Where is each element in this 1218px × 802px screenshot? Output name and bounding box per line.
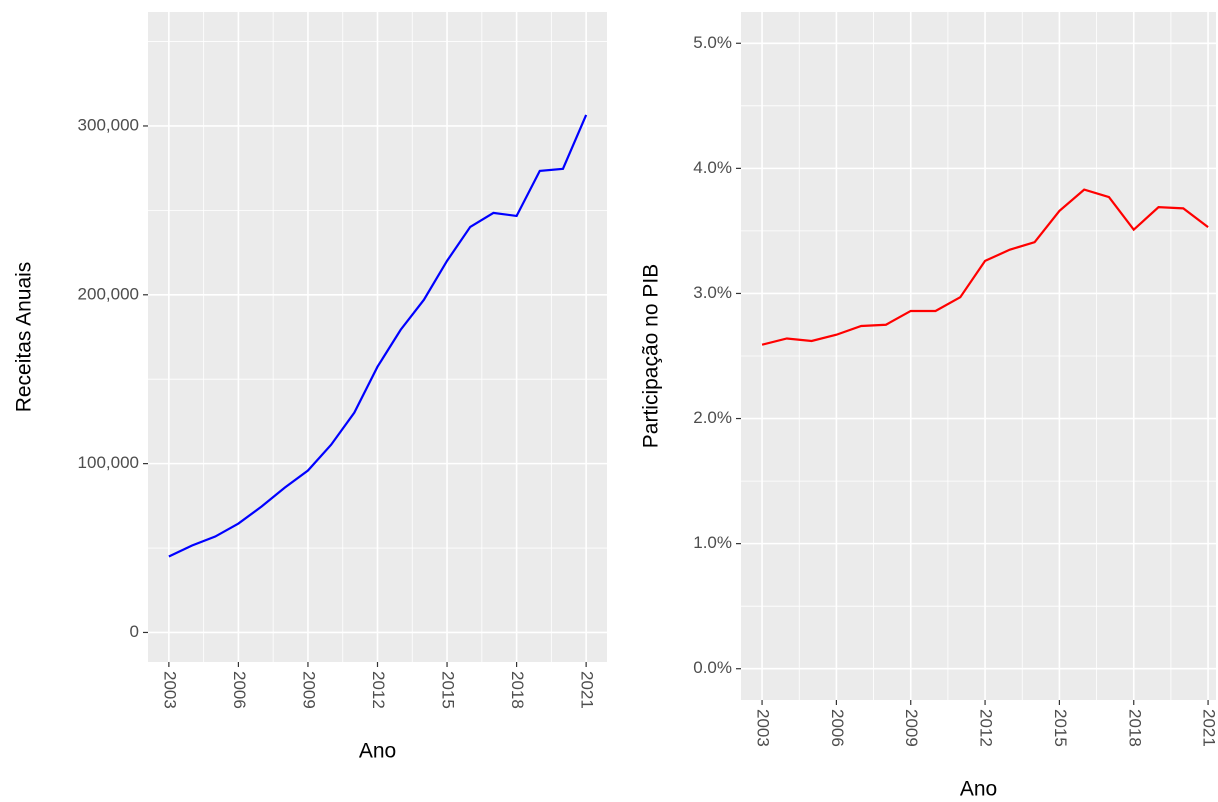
y-tick-label: 100,000 xyxy=(78,453,139,472)
x-tick-label: 2003 xyxy=(754,709,773,747)
x-tick-label: 2009 xyxy=(902,709,921,747)
x-tick-label: 2018 xyxy=(508,671,527,709)
data-line xyxy=(168,114,588,558)
y-tick-label: 4.0% xyxy=(693,158,732,177)
x-tick-label: 2009 xyxy=(299,671,318,709)
y-tick-label: 2.0% xyxy=(693,408,732,427)
x-tick-label: 2012 xyxy=(977,709,996,747)
y-tick-label: 0.0% xyxy=(693,658,732,677)
y-tick-label: 1.0% xyxy=(693,533,732,552)
x-tick-label: 2012 xyxy=(369,671,388,709)
x-tick-label: 2003 xyxy=(160,671,179,709)
y-axis-title: Receitas Anuais xyxy=(13,262,36,413)
x-tick-label: 2018 xyxy=(1125,709,1144,747)
y-tick-label: 300,000 xyxy=(78,115,139,134)
x-tick-label: 2006 xyxy=(828,709,847,747)
x-axis-title: Ano xyxy=(960,778,997,801)
y-tick-label: 3.0% xyxy=(693,283,732,302)
x-axis-title: Ano xyxy=(359,740,396,763)
y-axis-title: Participação no PIB xyxy=(640,264,663,448)
y-tick-label: 200,000 xyxy=(78,284,139,303)
x-tick-label: 2015 xyxy=(1051,709,1070,747)
x-tick-label: 2021 xyxy=(1200,709,1218,747)
x-tick-label: 2015 xyxy=(439,671,458,709)
y-tick-label: 0 xyxy=(130,622,139,641)
x-tick-label: 2006 xyxy=(230,671,249,709)
data-line xyxy=(761,188,1209,346)
y-tick-label: 5.0% xyxy=(693,33,732,52)
x-tick-label: 2021 xyxy=(578,671,597,709)
